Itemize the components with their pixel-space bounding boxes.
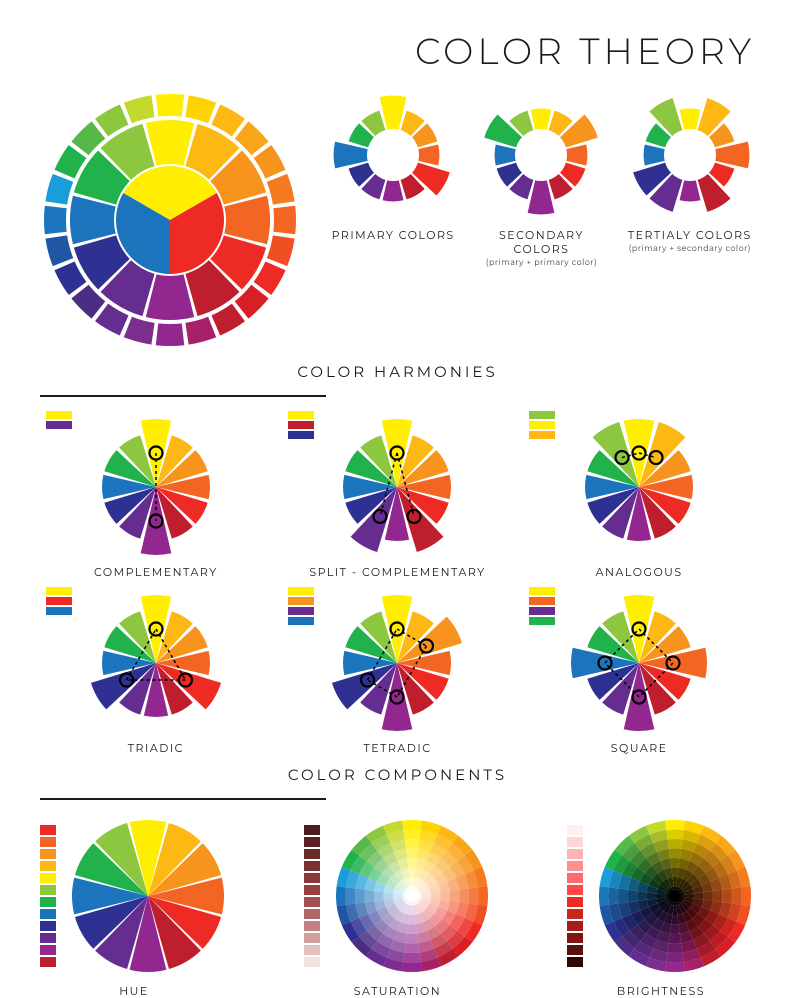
swatch [304,897,320,907]
tertiary-sub: (primary + secondary color) [629,244,751,254]
type-primary: PRIMARY COLORS [328,90,458,244]
swatch [304,921,320,931]
swatch [304,837,320,847]
swatch [288,597,314,605]
swatch [567,837,583,847]
harmony-complementary: COMPLEMENTARY [40,411,272,579]
swatch [304,861,320,871]
swatch [567,861,583,871]
swatch [288,421,314,429]
swatch [529,617,555,625]
swatch-stack [567,825,583,967]
harmony-split-complementary: SPLIT - COMPLEMENTARY [282,411,514,579]
divider [40,395,326,397]
swatch [529,607,555,615]
harmony-label: TRIADIC [128,741,184,755]
swatch [46,421,72,429]
swatch [40,837,56,847]
swatch [567,873,583,883]
harmony-label: COMPLEMENTARY [94,565,218,579]
divider-2 [40,798,326,800]
top-row: PRIMARY COLORS SECONDARY COLORS (primary… [40,90,755,350]
swatch [46,587,72,595]
swatch-list [529,411,555,439]
component-saturation: SATURATION [304,816,492,998]
tertiary-label: TERTIALY COLORS [628,228,752,242]
swatch [40,885,56,895]
primary-label: PRIMARY COLORS [332,228,455,242]
components-title: COLOR COMPONENTS [40,765,755,784]
component-label: SATURATION [354,984,441,998]
components-row: HUE SATURATION BRIGHTNESS [40,816,755,998]
harmony-label: ANALOGOUS [596,565,683,579]
swatch [304,885,320,895]
type-secondary: SECONDARY COLORS (primary + primary colo… [476,90,606,268]
harmony-square: SQUARE [523,587,755,755]
swatch [46,597,72,605]
swatch [40,909,56,919]
swatch [46,411,72,419]
harmony-grid: COMPLEMENTARY SPLIT - COMPLEMENTARY ANALOG… [40,411,755,755]
swatch [529,411,555,419]
swatch-list [288,587,314,625]
swatch-list [46,411,72,429]
swatch-list [529,587,555,625]
swatch [40,897,56,907]
harmony-tetradic: TETRADIC [282,587,514,755]
swatch [40,921,56,931]
component-label: HUE [119,984,149,998]
swatch [288,431,314,439]
harmony-label: SQUARE [611,741,668,755]
swatch [567,825,583,835]
swatch [304,909,320,919]
harmony-label: TETRADIC [363,741,431,755]
swatch [288,607,314,615]
swatch [567,933,583,943]
swatch [304,957,320,967]
swatch [304,933,320,943]
swatch [567,909,583,919]
harmonies-title: COLOR HARMONIES [40,362,755,381]
component-label: BRIGHTNESS [617,984,705,998]
swatch [304,873,320,883]
swatch-stack [40,825,56,967]
swatch [40,873,56,883]
swatch [288,411,314,419]
swatch [40,957,56,967]
swatch-list [288,411,314,439]
page-title: COLOR THEORY [40,30,755,74]
swatch [304,849,320,859]
swatch [40,861,56,871]
swatch [567,885,583,895]
swatch [567,921,583,931]
swatch [567,897,583,907]
swatch [40,849,56,859]
swatch [529,587,555,595]
harmony-analogous: ANALOGOUS [523,411,755,579]
component-brightness: BRIGHTNESS [567,816,755,998]
swatch [304,945,320,955]
component-hue: HUE [40,816,228,998]
harmony-label: SPLIT - COMPLEMENTARY [309,565,485,579]
swatch [46,607,72,615]
secondary-sub: (primary + primary color) [486,258,597,268]
swatch-list [46,587,72,615]
swatch [40,825,56,835]
swatch-stack [304,825,320,967]
swatch [567,945,583,955]
harmony-triadic: TRIADIC [40,587,272,755]
swatch [288,617,314,625]
swatch [40,933,56,943]
type-tertiary: TERTIALY COLORS (primary + secondary col… [625,90,755,254]
swatch [529,597,555,605]
swatch [567,957,583,967]
swatch [529,421,555,429]
swatch [40,945,56,955]
swatch [567,849,583,859]
swatch [288,587,314,595]
swatch [304,825,320,835]
main-color-wheel [40,90,300,350]
swatch [529,431,555,439]
secondary-label: SECONDARY COLORS [476,228,606,256]
